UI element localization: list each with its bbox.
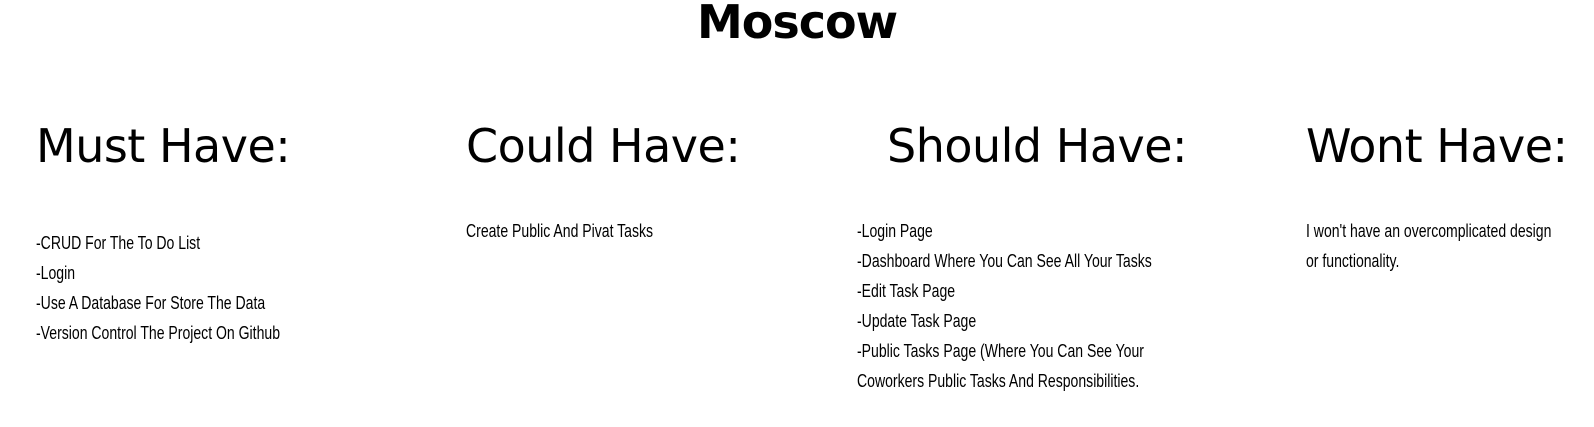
- wont-have-list: I won't have an overcomplicated design o…: [1306, 216, 1594, 276]
- list-item: -CRUD For The To Do List: [36, 233, 201, 253]
- could-have-heading: Could Have:: [466, 119, 741, 173]
- list-item: -Edit Task Page: [857, 281, 956, 301]
- could-have-list: Create Public And Pivat Tasks: [466, 216, 778, 246]
- list-item: Coworkers Public Tasks And Responsibilit…: [857, 371, 1140, 391]
- must-have-list: -CRUD For The To Do List -Login -Use A D…: [36, 228, 348, 348]
- list-item: -Version Control The Project On Github: [36, 323, 281, 343]
- list-item: -Public Tasks Page (Where You Can See Yo…: [857, 341, 1144, 361]
- should-have-heading: Should Have:: [887, 119, 1188, 173]
- page-title: Moscow: [696, 0, 898, 49]
- list-item: -Update Task Page: [857, 311, 977, 331]
- list-item: Create Public And Pivat Tasks: [466, 221, 654, 241]
- should-have-list: -Login Page -Dashboard Where You Can See…: [857, 216, 1247, 396]
- wont-have-heading: Wont Have:: [1306, 119, 1568, 173]
- list-item: -Use A Database For Store The Data: [36, 293, 266, 313]
- must-have-heading: Must Have:: [36, 119, 291, 173]
- list-item: I won't have an overcomplicated design: [1306, 221, 1552, 241]
- list-item: -Login Page: [857, 221, 933, 241]
- list-item: -Login: [36, 263, 76, 283]
- list-item: or functionality.: [1306, 251, 1400, 271]
- list-item: -Dashboard Where You Can See All Your Ta…: [857, 251, 1152, 271]
